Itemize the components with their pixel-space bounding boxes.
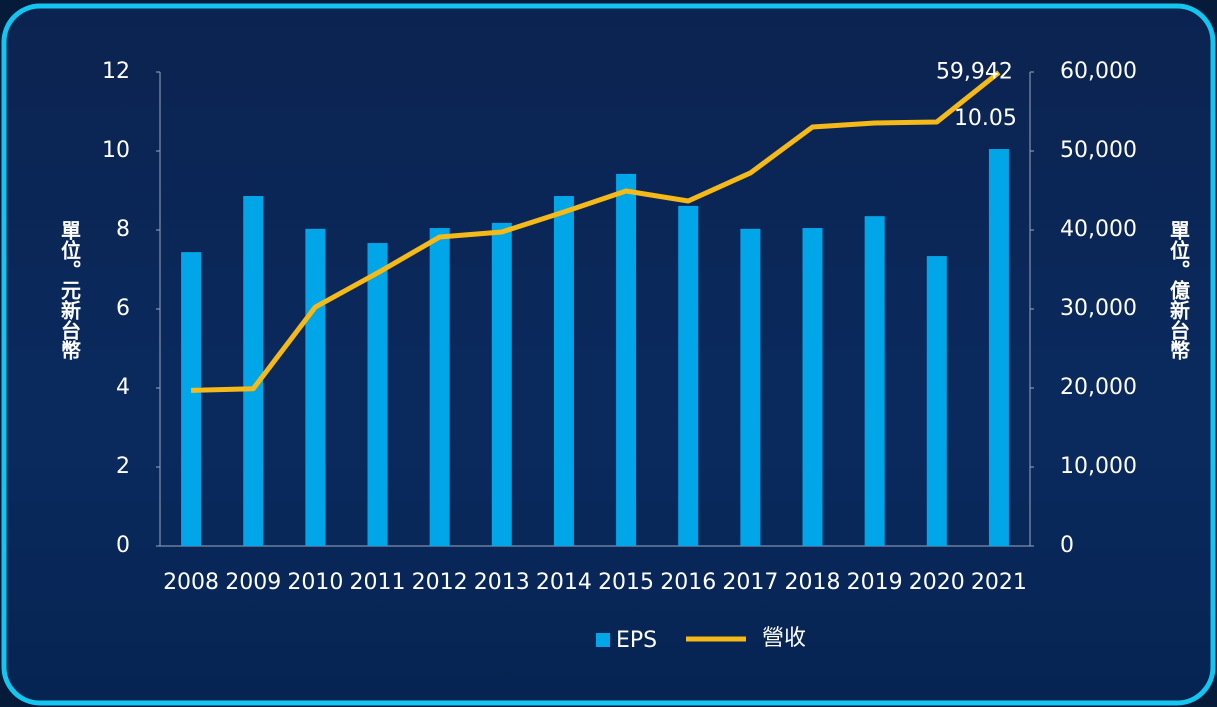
x-tick-label: 2014 (536, 570, 592, 595)
y2-axis-label: 單位。億新台幣 (1167, 220, 1191, 360)
x-tick-label: 2016 (660, 570, 716, 595)
y-tick-label: 6 (116, 296, 130, 321)
line (191, 70, 1001, 393)
y-tick-label: 8 (116, 217, 130, 242)
bar (181, 252, 202, 546)
bar (243, 196, 264, 546)
bar (367, 243, 388, 546)
x-tick-label: 2008 (163, 570, 219, 595)
x-tick-label: 2011 (350, 570, 406, 595)
x-tick-label: 2013 (474, 570, 530, 595)
x-tick-label: 2020 (909, 570, 965, 595)
bar (864, 216, 885, 547)
y2-tick-label: 10,000 (1060, 454, 1137, 479)
bar (553, 196, 574, 546)
legend-swatch (596, 633, 610, 647)
y-tick-label: 4 (116, 375, 130, 400)
x-tick-label: 2009 (225, 570, 281, 595)
x-tick-label: 2015 (598, 570, 654, 595)
x-tick-label: 2012 (412, 570, 468, 595)
bar (491, 222, 512, 546)
y-tick-label: 12 (102, 59, 130, 84)
bar (926, 256, 947, 546)
bar (988, 149, 1009, 546)
data-label: 10.05 (954, 106, 1017, 131)
bar (802, 228, 823, 546)
bar (616, 173, 637, 546)
y-tick-label: 2 (116, 454, 130, 479)
bar (740, 228, 761, 546)
y2-tick-label: 60,000 (1060, 59, 1137, 84)
y-axis-label: 單位。元新台幣 (58, 220, 82, 360)
x-tick-label: 2010 (287, 570, 343, 595)
y-tick-label: 0 (116, 533, 130, 558)
bar (429, 228, 450, 546)
x-tick-label: 2017 (722, 570, 778, 595)
y2-tick-label: 40,000 (1060, 217, 1137, 242)
x-tick-label: 2021 (971, 570, 1027, 595)
y-tick-label: 10 (102, 138, 130, 163)
x-tick-label: 2019 (847, 570, 903, 595)
y2-tick-label: 30,000 (1060, 296, 1137, 321)
y2-tick-label: 20,000 (1060, 375, 1137, 400)
y2-tick-label: 50,000 (1060, 138, 1137, 163)
legend-label: 營收 (762, 626, 806, 651)
data-label: 59,942 (936, 59, 1013, 84)
bar (678, 205, 699, 546)
x-tick-label: 2018 (785, 570, 841, 595)
bar (305, 228, 326, 546)
y2-tick-label: 0 (1060, 533, 1074, 558)
legend-label: EPS (616, 628, 657, 653)
